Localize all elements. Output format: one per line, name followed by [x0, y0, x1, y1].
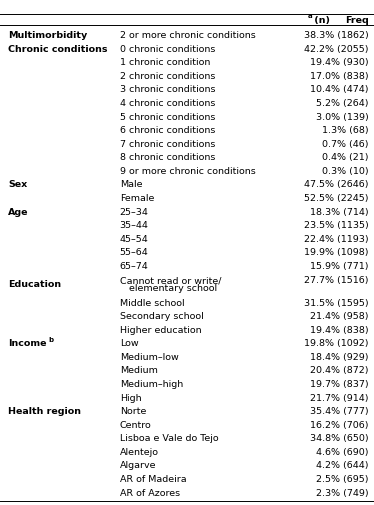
Text: 65–74: 65–74: [120, 262, 148, 270]
Text: 21.7% (914): 21.7% (914): [310, 393, 368, 402]
Text: b: b: [49, 336, 54, 342]
Text: Freq: Freq: [344, 16, 368, 25]
Text: 52.5% (2245): 52.5% (2245): [304, 193, 368, 203]
Text: Alentejo: Alentejo: [120, 447, 159, 456]
Text: 15.9% (771): 15.9% (771): [310, 262, 368, 270]
Text: Age: Age: [8, 207, 29, 216]
Text: 35.4% (777): 35.4% (777): [310, 407, 368, 415]
Text: Sex: Sex: [8, 180, 27, 189]
Text: 27.7% (1516): 27.7% (1516): [304, 276, 368, 285]
Text: 3.0% (139): 3.0% (139): [316, 113, 368, 121]
Text: 20.4% (872): 20.4% (872): [310, 366, 368, 375]
Text: Medium–high: Medium–high: [120, 379, 183, 388]
Text: Medium: Medium: [120, 366, 157, 375]
Text: 6 chronic conditions: 6 chronic conditions: [120, 126, 215, 135]
Text: Low: Low: [120, 339, 138, 347]
Text: 21.4% (958): 21.4% (958): [310, 312, 368, 321]
Text: 8 chronic conditions: 8 chronic conditions: [120, 153, 215, 162]
Text: Lisboa e Vale do Tejo: Lisboa e Vale do Tejo: [120, 433, 218, 442]
Text: (n): (n): [311, 16, 330, 25]
Text: Medium–low: Medium–low: [120, 352, 178, 361]
Text: 17.0% (838): 17.0% (838): [310, 72, 368, 81]
Text: 19.7% (837): 19.7% (837): [310, 379, 368, 388]
Text: 0.3% (10): 0.3% (10): [322, 167, 368, 176]
Text: 47.5% (2646): 47.5% (2646): [304, 180, 368, 189]
Text: 2 or more chronic conditions: 2 or more chronic conditions: [120, 31, 255, 40]
Text: AR of Madeira: AR of Madeira: [120, 474, 186, 483]
Text: 7 chronic conditions: 7 chronic conditions: [120, 139, 215, 148]
Text: 1 chronic condition: 1 chronic condition: [120, 58, 210, 67]
Text: 4.6% (690): 4.6% (690): [316, 447, 368, 456]
Text: 45–54: 45–54: [120, 234, 148, 243]
Text: 2.3% (749): 2.3% (749): [316, 488, 368, 496]
Text: Secondary school: Secondary school: [120, 312, 203, 321]
Text: Female: Female: [120, 193, 154, 203]
Text: 4.2% (644): 4.2% (644): [316, 461, 368, 470]
Text: 19.8% (1092): 19.8% (1092): [304, 339, 368, 347]
Text: Higher education: Higher education: [120, 325, 201, 334]
Text: 4 chronic conditions: 4 chronic conditions: [120, 99, 215, 108]
Text: Multimorbidity: Multimorbidity: [8, 31, 88, 40]
Text: 0.4% (21): 0.4% (21): [322, 153, 368, 162]
Text: Algarve: Algarve: [120, 461, 156, 470]
Text: Cannot read or write/: Cannot read or write/: [120, 276, 221, 285]
Text: Chronic conditions: Chronic conditions: [8, 44, 108, 54]
Text: 31.5% (1595): 31.5% (1595): [304, 298, 368, 307]
Text: 34.8% (650): 34.8% (650): [310, 433, 368, 442]
Text: Income: Income: [8, 339, 47, 347]
Text: 5 chronic conditions: 5 chronic conditions: [120, 113, 215, 121]
Text: 55–64: 55–64: [120, 248, 148, 257]
Text: AR of Azores: AR of Azores: [120, 488, 180, 496]
Text: 9 or more chronic conditions: 9 or more chronic conditions: [120, 167, 255, 176]
Text: 25–34: 25–34: [120, 207, 148, 216]
Text: 19.9% (1098): 19.9% (1098): [304, 248, 368, 257]
Text: 0.7% (46): 0.7% (46): [322, 139, 368, 148]
Text: 19.4% (930): 19.4% (930): [310, 58, 368, 67]
Text: 22.4% (1193): 22.4% (1193): [304, 234, 368, 243]
Text: 18.4% (929): 18.4% (929): [310, 352, 368, 361]
Text: High: High: [120, 393, 141, 402]
Text: 2.5% (695): 2.5% (695): [316, 474, 368, 483]
Text: 38.3% (1862): 38.3% (1862): [304, 31, 368, 40]
Text: 23.5% (1135): 23.5% (1135): [304, 221, 368, 230]
Text: 42.2% (2055): 42.2% (2055): [304, 44, 368, 54]
Text: Male: Male: [120, 180, 142, 189]
Text: 10.4% (474): 10.4% (474): [310, 85, 368, 94]
Text: Norte: Norte: [120, 407, 146, 415]
Text: 5.2% (264): 5.2% (264): [316, 99, 368, 108]
Text: 2 chronic conditions: 2 chronic conditions: [120, 72, 215, 81]
Text: a: a: [307, 13, 312, 19]
Text: Middle school: Middle school: [120, 298, 184, 307]
Text: 1.3% (68): 1.3% (68): [322, 126, 368, 135]
Text: 16.2% (706): 16.2% (706): [310, 420, 368, 429]
Text: 18.3% (714): 18.3% (714): [310, 207, 368, 216]
Text: 3 chronic conditions: 3 chronic conditions: [120, 85, 215, 94]
Text: Centro: Centro: [120, 420, 151, 429]
Text: 35–44: 35–44: [120, 221, 148, 230]
Text: 19.4% (838): 19.4% (838): [310, 325, 368, 334]
Text: 0 chronic conditions: 0 chronic conditions: [120, 44, 215, 54]
Text: elementary school: elementary school: [120, 283, 217, 292]
Text: Health region: Health region: [8, 407, 81, 415]
Text: Education: Education: [8, 280, 61, 289]
